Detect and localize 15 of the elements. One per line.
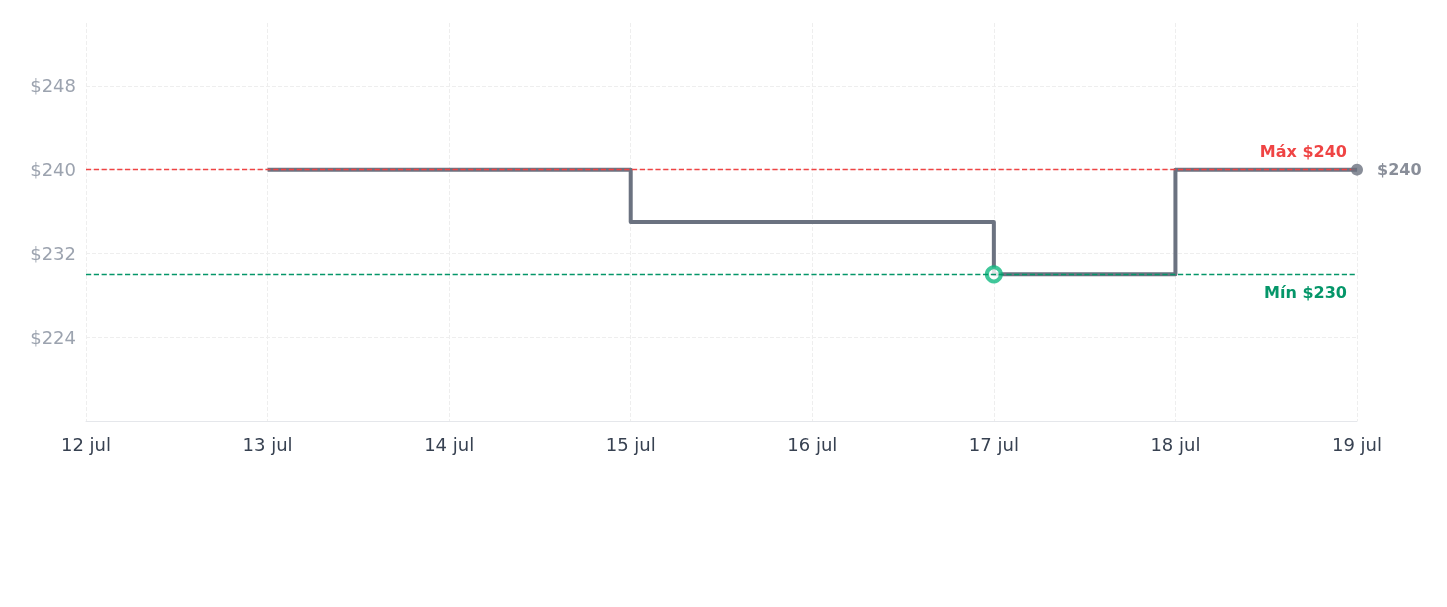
x-tick-label: 17 jul: [968, 433, 1019, 455]
x-tick-label: 12 jul: [60, 433, 112, 455]
y-tick-label: $248: [30, 75, 76, 97]
x-tick-label: 16 jul: [787, 433, 838, 455]
y-tick-label: $224: [30, 326, 76, 348]
x-tick-label: 15 jul: [605, 433, 656, 455]
y-tick-label: $240: [30, 159, 76, 181]
x-tick-label: 13 jul: [242, 433, 293, 455]
ref-line-label: Máx $240: [1259, 142, 1347, 162]
x-tick-label: 14 jul: [424, 433, 475, 455]
y-tick-label: $232: [30, 242, 76, 264]
x-tick-label: 19 jul: [1331, 433, 1383, 455]
data-label: $240: [1377, 160, 1422, 180]
ref-line-label: Mín $230: [1264, 282, 1347, 302]
x-tick-label: 18 jul: [1150, 433, 1201, 455]
